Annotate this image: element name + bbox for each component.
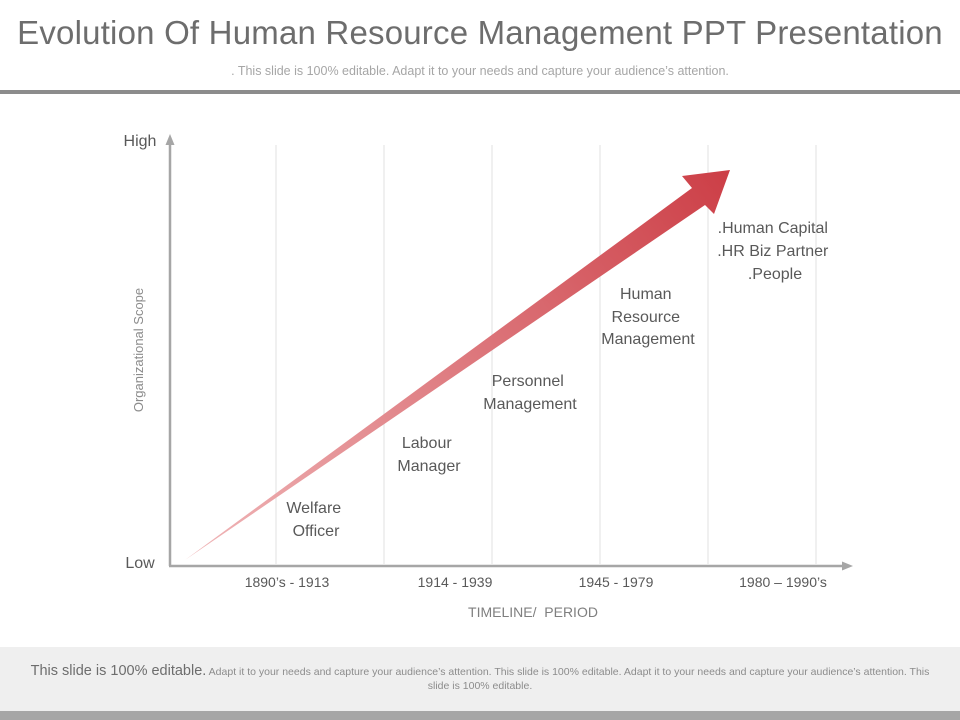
footer-body: Adapt it to your needs and capture your … — [208, 666, 930, 692]
footer-lead: This slide is 100% editable. — [30, 663, 207, 679]
period-label: 1914 - 1939 — [418, 574, 493, 590]
stage-label-line: Officer — [293, 523, 341, 540]
stage-label: Human Resource Management — [601, 286, 695, 348]
title-divider — [0, 90, 960, 94]
y-axis-high-label: High — [124, 133, 157, 150]
y-axis-title: Organizational Scope — [131, 288, 146, 412]
stage-label-line: .HR Biz Partner — [717, 243, 829, 260]
period-label: 1890’s - 1913 — [245, 574, 330, 590]
y-axis-low-label: Low — [125, 555, 155, 572]
slide-subtitle: . This slide is 100% editable. Adapt it … — [231, 64, 729, 78]
stage-label: Welfare Officer — [286, 500, 345, 540]
stage-label-line: Management — [483, 396, 577, 413]
period-label: 1980 – 1990’s — [739, 574, 827, 590]
stage-label-line: .People — [748, 266, 802, 283]
footer-panel: This slide is 100% editable. Adapt it to… — [0, 647, 960, 711]
stage-label-line: Human — [620, 286, 672, 303]
growth-arrow — [185, 170, 730, 560]
stage-label-line: Labour — [402, 435, 452, 452]
y-axis-arrowhead — [165, 134, 175, 145]
stage-label-line: .Human Capital — [718, 220, 828, 237]
stage-label-line: Manager — [397, 458, 461, 475]
period-label: 1945 - 1979 — [579, 574, 654, 590]
evolution-diagram: High Low Organizational Scope 1890’s - 1… — [124, 133, 853, 620]
stage-label-line: Resource — [612, 309, 681, 326]
stage-label: .Human Capital .HR Biz Partner .People — [717, 220, 833, 283]
stage-label: Personnel Management — [483, 373, 577, 413]
stage-label-line: Personnel — [492, 373, 564, 390]
x-axis-title: TIMELINE/ PERIOD — [468, 604, 598, 620]
axes — [165, 134, 853, 571]
slide-title: Evolution Of Human Resource Management P… — [17, 14, 943, 51]
stage-label-line: Management — [601, 331, 695, 348]
bottom-bar — [0, 711, 960, 720]
x-axis-arrowhead — [842, 561, 853, 571]
footer-text: This slide is 100% editable. Adapt it to… — [30, 664, 930, 693]
stage-label-line: Welfare — [286, 500, 341, 517]
gridlines — [275, 145, 817, 564]
stage-label: Labour Manager — [397, 435, 461, 475]
